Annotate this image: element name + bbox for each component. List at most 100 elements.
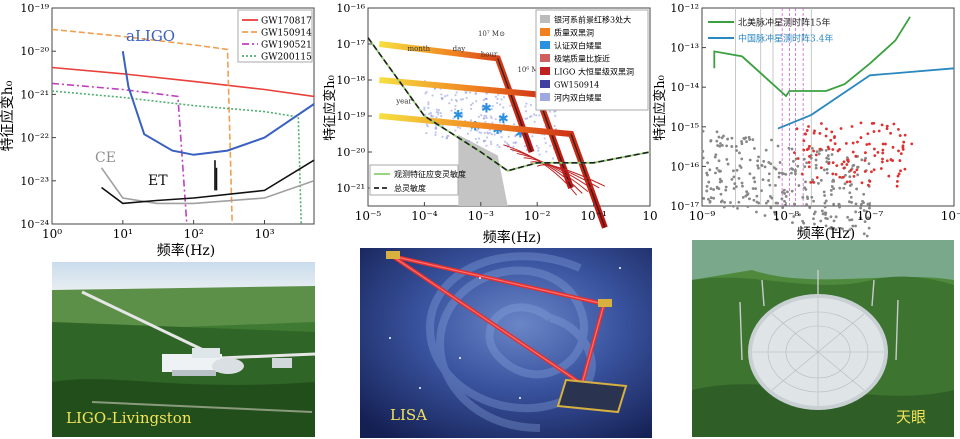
population-point <box>736 206 739 210</box>
population-point <box>834 228 838 231</box>
galactic-binary-point <box>502 122 506 125</box>
legend-swatch-top <box>540 93 550 101</box>
galactic-binary-point <box>445 137 449 140</box>
population-point <box>731 204 735 208</box>
detectable-point <box>830 130 834 134</box>
verified-binary-marker: ✱ <box>515 127 526 142</box>
photo-fast: 天眼 <box>692 240 954 437</box>
detectable-point <box>876 150 880 154</box>
population-point <box>797 184 801 187</box>
detectable-point <box>880 123 884 127</box>
population-point <box>832 187 836 190</box>
population-point <box>707 197 710 201</box>
population-point <box>741 184 744 188</box>
population-point <box>774 183 777 187</box>
population-point <box>776 144 780 148</box>
population-point <box>726 162 730 166</box>
population-point <box>748 197 751 201</box>
legend-label-nanograv: 北美脉冲星测时阵15年 <box>738 17 830 29</box>
legend-label-top: 质量双黑洞 <box>554 28 594 38</box>
galactic-binary-point <box>481 106 484 109</box>
detectable-point <box>846 160 850 163</box>
population-point <box>705 184 709 188</box>
population-point <box>867 162 871 166</box>
population-point <box>831 178 835 182</box>
galactic-binary-point <box>465 91 468 94</box>
chart-lisa-band: ✱✱✱✱✱✱ 10⁷ M⊙10⁶ M⊙10⁵ M⊙monthdayhouryea… <box>322 2 658 246</box>
population-point <box>859 206 863 210</box>
galactic-binary-point <box>551 157 555 160</box>
galactic-binary-point <box>460 108 463 111</box>
galactic-binary-point <box>481 107 485 111</box>
series-line-et <box>101 159 315 205</box>
population-point <box>755 194 759 198</box>
population-point <box>862 232 866 236</box>
population-point <box>830 185 834 188</box>
detectable-point <box>885 127 889 131</box>
galactic-binary-point <box>485 136 489 139</box>
detectable-point <box>814 153 818 157</box>
population-point <box>819 219 823 223</box>
total-sensitivity-curve <box>367 37 651 172</box>
galactic-binary-point <box>440 115 443 118</box>
population-point <box>864 156 867 160</box>
y2-tick-label: 10⁻²¹ <box>336 182 365 195</box>
galactic-binary-point <box>493 133 496 136</box>
detectable-point <box>807 125 810 128</box>
population-point <box>772 166 776 169</box>
x-axis-label-3: 频率(Hz) <box>797 225 856 242</box>
detectable-point <box>827 147 831 151</box>
population-point <box>856 165 859 169</box>
legend-label-gw190521: GW190521 <box>261 41 312 51</box>
galactic-binary-point <box>471 102 474 105</box>
galactic-binary-point <box>485 144 488 147</box>
galactic-binary-point <box>478 131 481 134</box>
mbh-merger-line <box>497 58 533 153</box>
galactic-binary-point <box>441 98 444 101</box>
legend-swatch-top <box>540 67 550 75</box>
population-point <box>753 180 757 184</box>
population-point <box>868 206 871 210</box>
detectable-point <box>903 167 907 171</box>
galactic-binary-point <box>537 149 540 152</box>
detectable-point <box>887 174 891 178</box>
population-point <box>734 144 738 148</box>
galactic-binary-point <box>533 120 536 124</box>
x2-tick-label: 10⁻⁵ <box>355 209 382 223</box>
galactic-binary-point <box>528 115 532 118</box>
legend-label-top: 认证双白矮星 <box>554 41 602 51</box>
detectable-point <box>910 142 914 146</box>
population-point <box>793 202 796 206</box>
population-point <box>823 201 827 205</box>
population-point <box>715 186 719 190</box>
population-point <box>752 198 756 202</box>
population-point <box>713 155 717 159</box>
population-point <box>755 210 758 214</box>
galactic-binary-point <box>434 133 437 137</box>
galactic-binary-point <box>469 91 472 94</box>
population-point <box>762 159 766 163</box>
galactic-binary-point <box>499 121 502 124</box>
population-point <box>787 146 791 150</box>
galactic-binary-point <box>488 131 492 135</box>
population-point <box>719 169 722 173</box>
detectable-point <box>872 130 876 133</box>
population-point <box>763 214 767 217</box>
detectable-point <box>851 150 855 154</box>
galactic-binary-point <box>549 144 552 147</box>
population-point <box>812 217 815 221</box>
x3-tick-label: 10⁻⁸ <box>773 209 800 223</box>
galactic-binary-point <box>494 95 497 98</box>
detectable-point <box>796 157 800 160</box>
population-point <box>748 172 752 176</box>
detectable-point <box>885 124 889 128</box>
population-point <box>820 209 824 213</box>
galactic-binary-point <box>461 113 464 116</box>
galactic-binary-point <box>502 96 506 99</box>
population-point <box>824 224 828 228</box>
galactic-binary-point <box>483 131 486 135</box>
galactic-binary-point <box>496 144 499 147</box>
population-point <box>740 142 744 146</box>
population-point <box>752 176 756 180</box>
population-point <box>778 161 782 164</box>
